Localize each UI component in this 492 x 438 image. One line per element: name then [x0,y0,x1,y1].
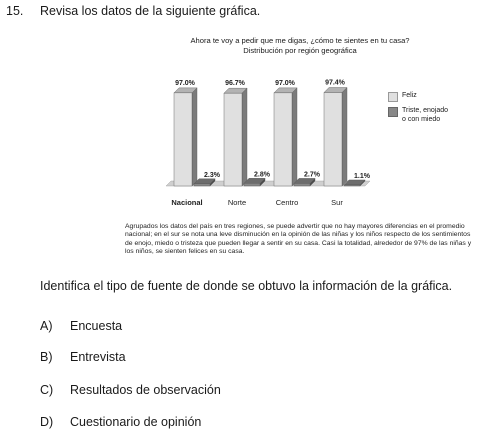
bar-feliz-norte [224,93,242,186]
option-b[interactable]: B) Entrevista [40,350,126,364]
data-label-feliz-centro: 97.0% [275,80,296,87]
bar-triste-sur [344,185,360,186]
legend-label-triste-line2: o con miedo [402,116,440,123]
option-c[interactable]: C) Resultados de observación [40,383,221,397]
bar-feliz-centro [274,93,292,186]
chart-title-line1: Ahora te voy a pedir que me digas, ¿cómo… [150,36,450,46]
bar-feliz-centro-side [292,88,297,186]
category-label-centro: Centro [276,198,299,207]
chart-title-line2: Distribución por región geográfica [150,46,450,56]
question-text: Revisa los datos de la siguiente gráfica… [40,4,260,18]
data-label-triste-sur: 1.1% [354,173,371,180]
data-label-triste-nacional: 2.3% [204,172,221,179]
chart-note: Agrupados los datos del país en tres reg… [125,223,477,257]
bar-triste-nacional [194,184,210,186]
bar-feliz-sur [324,92,342,186]
option-c-letter: C) [40,383,70,397]
legend-swatch-triste [388,107,398,117]
bar-triste-centro [294,183,310,186]
option-b-text: Entrevista [70,350,126,364]
option-d-text: Cuestionario de opinión [70,415,201,429]
data-label-triste-centro: 2.7% [304,171,321,178]
option-d[interactable]: D) Cuestionario de opinión [40,415,201,429]
legend-label-triste: Triste, enojado o con miedo [402,107,448,124]
data-label-feliz-sur: 97.4% [325,79,346,86]
legend-swatch-feliz [388,92,398,102]
data-label-feliz-norte: 96.7% [225,80,246,87]
category-label-sur: Sur [331,198,343,207]
category-label-norte: Norte [228,198,246,207]
instruction-text: Identifica el tipo de fuente de donde se… [40,279,452,293]
bar-feliz-nacional [174,93,192,186]
legend-item-feliz: Feliz [388,92,448,102]
option-a-letter: A) [40,319,70,333]
legend-label-triste-line1: Triste, enojado [402,107,448,114]
category-label-nacional: Nacional [171,198,202,207]
option-b-letter: B) [40,350,70,364]
data-label-triste-norte: 2.8% [254,171,271,178]
bar-triste-norte [244,183,260,186]
legend-item-triste: Triste, enojado o con miedo [388,107,448,124]
legend-label-feliz: Feliz [402,92,417,101]
bar-feliz-norte-side [242,88,247,186]
bar-feliz-nacional-side [192,88,197,186]
chart-legend: Feliz Triste, enojado o con miedo [388,92,448,129]
data-label-feliz-nacional: 97.0% [175,80,196,87]
option-d-letter: D) [40,415,70,429]
bar-feliz-sur-side [342,87,347,186]
option-a-text: Encuesta [70,319,122,333]
question-number: 15. [6,4,23,18]
option-a[interactable]: A) Encuesta [40,319,122,333]
option-c-text: Resultados de observación [70,383,221,397]
chart-title: Ahora te voy a pedir que me digas, ¿cómo… [150,36,450,55]
